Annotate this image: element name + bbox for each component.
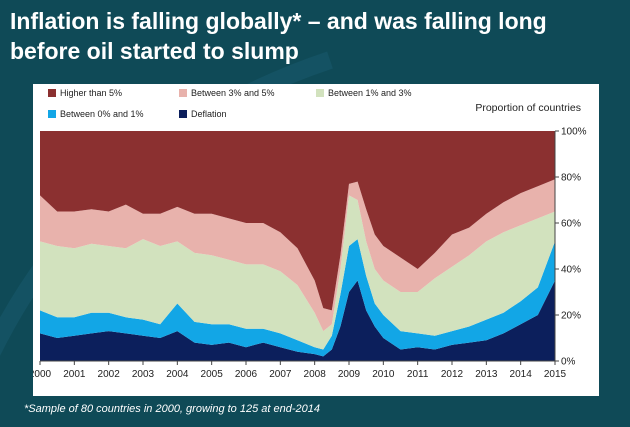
x-tick-label: 2001 — [63, 369, 86, 380]
legend-swatch — [316, 89, 324, 97]
x-tick-label: 2004 — [166, 369, 189, 380]
stacked-area-chart: 0% 20% 40% 60% 80% 100% 2000 2001 2002 2003 2004 20… — [33, 88, 587, 381]
x-tick-label: 2002 — [98, 369, 121, 380]
legend-label: Between 1% and 3% — [328, 88, 412, 98]
legend-label: Between 3% and 5% — [191, 88, 275, 98]
x-tick-label: 2006 — [235, 369, 258, 380]
legend-label: Higher than 5% — [60, 88, 122, 98]
legend-item-between-3-and-5: Between 3% and 5% — [179, 88, 275, 98]
legend-swatch — [48, 110, 56, 118]
axes-layer: 0% 20% 40% 60% 80% 100% 2000 2001 2002 2003 2004 20… — [33, 127, 587, 381]
y-tick-label: 100% — [561, 127, 587, 138]
x-tick-label: 2005 — [201, 369, 224, 380]
legend-swatch — [179, 110, 187, 118]
area-series-between-3-and-5 — [40, 179, 555, 332]
legend-item-deflation: Deflation — [179, 109, 227, 119]
x-tick-label: 2007 — [269, 369, 292, 380]
x-tick-label: 2010 — [372, 369, 395, 380]
legend-item-between-1-and-3: Between 1% and 3% — [316, 88, 412, 98]
slide-title-line-1: Inflation is falling globally* – and was… — [10, 8, 547, 34]
area-series-between-0-and-1 — [40, 239, 555, 357]
chart-panel: 0% 20% 40% 60% 80% 100% 2000 2001 2002 2003 2004 20… — [33, 84, 599, 396]
x-tick-label: 2011 — [407, 369, 429, 380]
area-series-higher-than-5 — [40, 131, 555, 311]
x-tick-label: 2003 — [132, 369, 155, 380]
x-tick-label: 2013 — [475, 369, 498, 380]
legend-swatch — [179, 89, 187, 97]
legend-label: Deflation — [191, 109, 227, 119]
x-tick-label: 2012 — [441, 369, 464, 380]
x-tick-label: 2000 — [33, 369, 52, 380]
y-axis-title: Proportion of countries — [475, 102, 581, 114]
y-tick-label: 20% — [561, 311, 581, 322]
x-tick-label: 2015 — [544, 369, 567, 380]
y-tick-label: 60% — [561, 219, 581, 230]
y-tick-label: 80% — [561, 173, 581, 184]
legend: Higher than 5% Between 3% and 5% Between 1… — [48, 88, 412, 119]
x-tick-label: 2014 — [510, 369, 533, 380]
area-series-deflation — [40, 280, 555, 361]
y-tick-label: 0% — [561, 357, 576, 368]
legend-item-higher-than-5: Higher than 5% — [48, 88, 122, 98]
area-series-between-1-and-3 — [40, 195, 555, 350]
x-tick-label: 2009 — [338, 369, 361, 380]
slide-title: Inflation is falling globally* – and was… — [10, 6, 625, 66]
legend-swatch — [48, 89, 56, 97]
y-tick-label: 40% — [561, 265, 581, 276]
x-tick-label: 2008 — [304, 369, 327, 380]
slide-title-line-2: before oil started to slump — [10, 38, 299, 64]
area-layer — [40, 131, 555, 361]
legend-label: Between 0% and 1% — [60, 109, 144, 119]
legend-item-between-0-and-1: Between 0% and 1% — [48, 109, 144, 119]
footnote: *Sample of 80 countries in 2000, growing… — [24, 403, 320, 415]
